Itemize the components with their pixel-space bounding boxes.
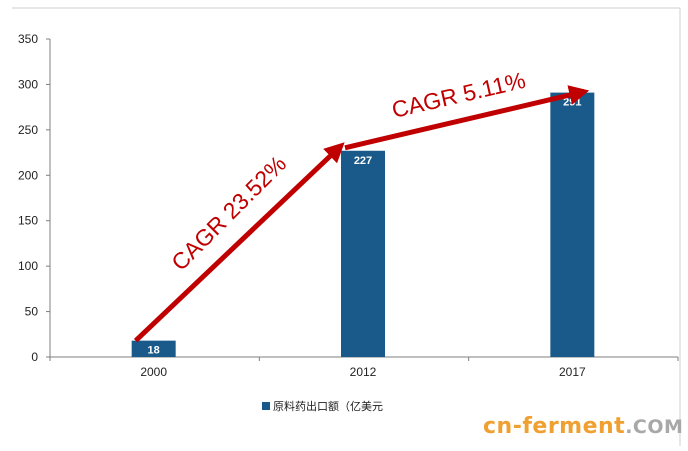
bar <box>131 340 176 357</box>
cagr-arrow-2012-2017 <box>344 85 590 151</box>
x-tick-label: 2017 <box>559 365 586 379</box>
watermark-main: cn-ferment <box>483 414 626 439</box>
bar <box>341 150 385 357</box>
legend-swatch <box>262 402 270 410</box>
y-tick-label: 300 <box>18 77 38 91</box>
y-tick-label: 0 <box>31 350 38 364</box>
cagr-label-2012-2017: CAGR 5.11% <box>389 67 528 123</box>
legend: 原料药出口额（亿美元 <box>262 398 383 414</box>
bar-value-label: 227 <box>354 155 372 167</box>
bar <box>550 92 595 357</box>
y-tick-label: 150 <box>18 214 38 228</box>
cagr-arrow-2000-2012 <box>133 142 345 343</box>
watermark-tld: .COM <box>625 416 684 438</box>
y-axis: 0 50 100 150 200 250 300 350 <box>18 32 51 364</box>
y-tick-label: 250 <box>18 123 38 137</box>
y-tick-label: 100 <box>18 259 38 273</box>
bar-value-label: 18 <box>148 345 160 357</box>
y-tick-label: 200 <box>18 168 38 182</box>
legend-label: 原料药出口额（亿美元 <box>273 400 383 413</box>
x-tick-label: 2000 <box>140 365 167 379</box>
y-tick-label: 350 <box>18 32 38 46</box>
x-axis: 2000 2012 2017 <box>49 356 679 379</box>
y-tick-label: 50 <box>25 305 39 319</box>
watermark: cn-ferment.COM <box>483 414 683 439</box>
x-tick-label: 2012 <box>350 365 377 379</box>
